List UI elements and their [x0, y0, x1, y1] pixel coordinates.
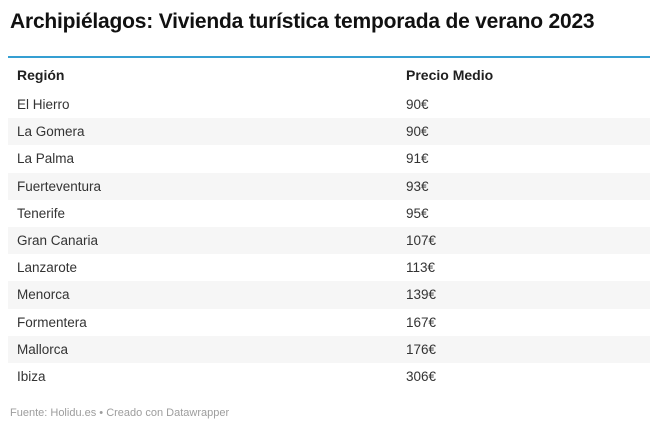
price-cell: 306€: [406, 368, 437, 384]
source-link[interactable]: Holidu.es: [50, 407, 97, 420]
region-cell: Lanzarote: [17, 260, 78, 276]
table-body: El Hierro 90€ La Gomera 90€ La Palma 91€…: [8, 91, 650, 390]
price-cell: 139€: [406, 287, 437, 303]
table-row: Menorca 139€: [8, 281, 650, 309]
price-cell: 113€: [406, 260, 436, 276]
region-cell: Mallorca: [17, 341, 69, 357]
chart-title: Archipiélagos: Vivienda turística tempor…: [10, 10, 595, 33]
table-row: Formentera 167€: [8, 309, 650, 336]
source-prefix-label: Fuente:: [10, 407, 48, 420]
price-cell: 167€: [406, 314, 437, 330]
price-cell: 91€: [406, 151, 429, 167]
region-cell: Tenerife: [17, 205, 66, 221]
datawrapper-link[interactable]: Datawrapper: [166, 407, 230, 420]
region-cell: Menorca: [17, 287, 70, 303]
price-cell: 90€: [406, 97, 429, 113]
region-cell: Gran Canaria: [17, 233, 99, 249]
region-cell: El Hierro: [17, 97, 70, 113]
table-header: Región Precio Medio: [8, 58, 650, 91]
table-row: Lanzarote 113€: [8, 254, 650, 281]
region-cell: La Gomera: [17, 124, 85, 140]
table-row: La Gomera 90€: [8, 118, 650, 146]
region-cell: Ibiza: [17, 368, 46, 384]
table-row: Fuerteventura 93€: [8, 172, 650, 200]
column-header-price: Precio Medio: [406, 66, 494, 83]
region-cell: La Palma: [17, 151, 75, 167]
accent-rule: [8, 56, 650, 58]
column-header-region: Región: [17, 66, 65, 83]
region-cell: Formentera: [17, 314, 87, 330]
footer: Fuente: Holidu.es • Creado con Datawrapp…: [10, 406, 650, 420]
table-row: Tenerife 95€: [8, 200, 650, 227]
price-table: Región Precio Medio El Hierro 90€ La Gom…: [8, 58, 650, 390]
table-row: Mallorca 176€: [8, 335, 650, 363]
region-cell: Fuerteventura: [17, 178, 102, 194]
table-row: Gran Canaria 107€: [8, 226, 650, 255]
datawrapper-embed: Archipiélagos: Vivienda turística tempor…: [0, 9, 660, 420]
table-row: Ibiza 306€: [8, 363, 650, 390]
price-cell: 107€: [406, 233, 437, 249]
table-row: La Palma 91€: [8, 145, 650, 172]
header-row: Región Precio Medio: [8, 58, 650, 91]
table-row: El Hierro 90€: [8, 91, 650, 118]
price-cell: 93€: [406, 178, 429, 194]
attribution-prefix-label: • Creado con: [99, 407, 164, 420]
price-cell: 95€: [406, 205, 429, 221]
price-cell: 176€: [406, 341, 437, 357]
price-cell: 90€: [406, 124, 429, 140]
